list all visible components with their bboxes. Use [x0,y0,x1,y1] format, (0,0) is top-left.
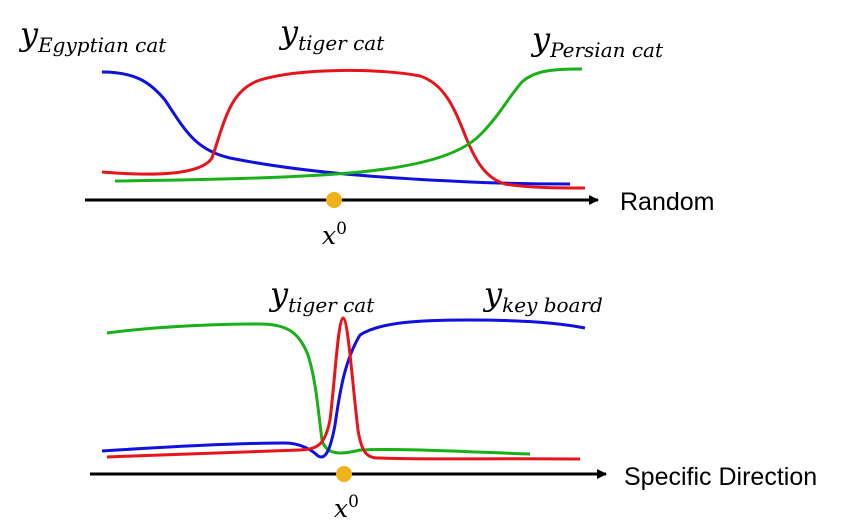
bottom-curve-green [106,322,531,456]
label-persian-cat: yPersian cat [530,20,664,62]
top-curve-tiger-cat [101,68,586,190]
label-tiger-cat-top: ytiger cat [278,13,385,55]
label-egyptian-cat: yEgyptian cat [18,15,167,57]
top-panel: Random x0 yEgyptian cat ytiger cat yPers… [18,13,715,250]
bottom-axis-label: Specific Direction [624,463,817,491]
bottom-origin-point [336,466,352,482]
top-axis-label: Random [620,188,715,216]
bottom-panel: Specific Direction x0 ytiger cat ykey bo… [90,275,817,523]
top-curve-persian-cat [114,67,583,183]
bottom-origin-x: x [334,494,348,523]
top-origin-sup: 0 [336,219,347,239]
bottom-origin-label: x0 [334,492,359,523]
top-origin-point [326,192,342,208]
label-tiger-cat-bottom: ytiger cat [268,275,375,317]
top-origin-x: x [322,221,336,250]
top-origin-label: x0 [322,219,347,250]
bottom-curve-key-board [101,318,586,459]
bottom-origin-sup: 0 [348,492,359,512]
bottom-curve-tiger-cat [106,316,581,461]
top-curve-egyptian-cat [101,70,571,186]
label-key-board: ykey board [482,275,603,317]
